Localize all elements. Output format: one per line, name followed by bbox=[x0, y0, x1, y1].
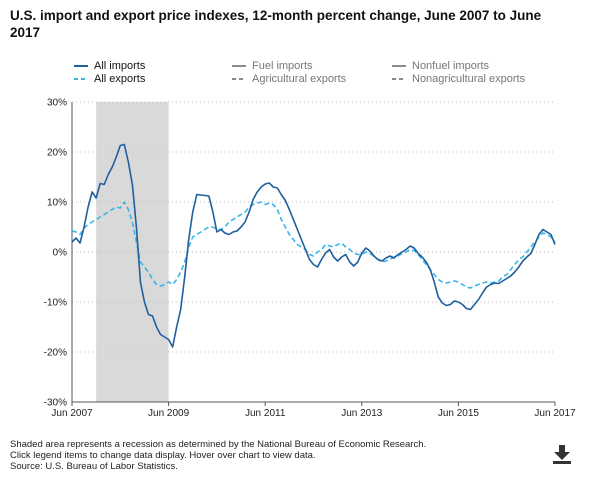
legend-item-fuel-imports[interactable]: Fuel imports bbox=[232, 59, 313, 73]
y-tick-label: 0% bbox=[53, 248, 68, 259]
legend-swatch bbox=[392, 65, 406, 67]
series-line-all-imports bbox=[71, 143, 556, 348]
legend-label: All imports bbox=[94, 60, 146, 72]
legend-label: Nonagricultural exports bbox=[412, 73, 526, 85]
legend-label: Agricultural exports bbox=[252, 73, 347, 85]
legend-item-nonfuel-imports[interactable]: Nonfuel imports bbox=[392, 59, 489, 73]
y-tick-label: 10% bbox=[47, 198, 67, 209]
legend-swatch bbox=[232, 78, 246, 80]
legend-item-all-imports[interactable]: All imports bbox=[74, 59, 145, 73]
x-tick-label: Jun 2007 bbox=[51, 408, 93, 419]
legend-label: All exports bbox=[94, 73, 146, 85]
legend-swatch bbox=[74, 78, 88, 80]
x-tick-label: Jun 2015 bbox=[438, 408, 480, 419]
legend-label: Nonfuel imports bbox=[412, 60, 490, 72]
instruction-note: Click legend items to change data displa… bbox=[10, 450, 316, 461]
x-tick-label: Jun 2013 bbox=[341, 408, 383, 419]
legend-swatch bbox=[74, 65, 88, 67]
y-tick-label: -10% bbox=[44, 298, 67, 309]
chart-title: U.S. import and export price indexes, 12… bbox=[10, 8, 542, 40]
series-line-all-exports bbox=[71, 201, 556, 289]
legend-item-all-exports[interactable]: All exports bbox=[74, 72, 145, 86]
x-tick-label: Jun 2017 bbox=[534, 408, 576, 419]
y-tick-label: 20% bbox=[47, 148, 67, 159]
y-tick-label: 30% bbox=[47, 98, 67, 109]
legend-item-agricultural-exports[interactable]: Agricultural exports bbox=[232, 72, 346, 86]
download-button[interactable] bbox=[551, 443, 573, 465]
line-chart[interactable]: 30% 20% 10% 0% -10% -20% -30%Jun 2007 Jun 2009 J… bbox=[0, 0, 589, 430]
source-note: Source: U.S. Bureau of Labor Statistics. bbox=[10, 461, 178, 472]
y-tick-label: -30% bbox=[44, 398, 67, 409]
x-tick-label: Jun 2009 bbox=[148, 408, 190, 419]
download-icon bbox=[553, 445, 571, 464]
legend-swatch bbox=[232, 65, 246, 67]
x-tick-label: Jun 2011 bbox=[245, 408, 286, 419]
legend-item-nonagricultural-exports[interactable]: Nonagricultural exports bbox=[392, 72, 525, 86]
recession-note: Shaded area represents a recession as de… bbox=[10, 439, 427, 450]
y-tick-label: -20% bbox=[44, 348, 67, 359]
legend-label: Fuel imports bbox=[252, 60, 313, 72]
legend-swatch bbox=[392, 78, 406, 80]
